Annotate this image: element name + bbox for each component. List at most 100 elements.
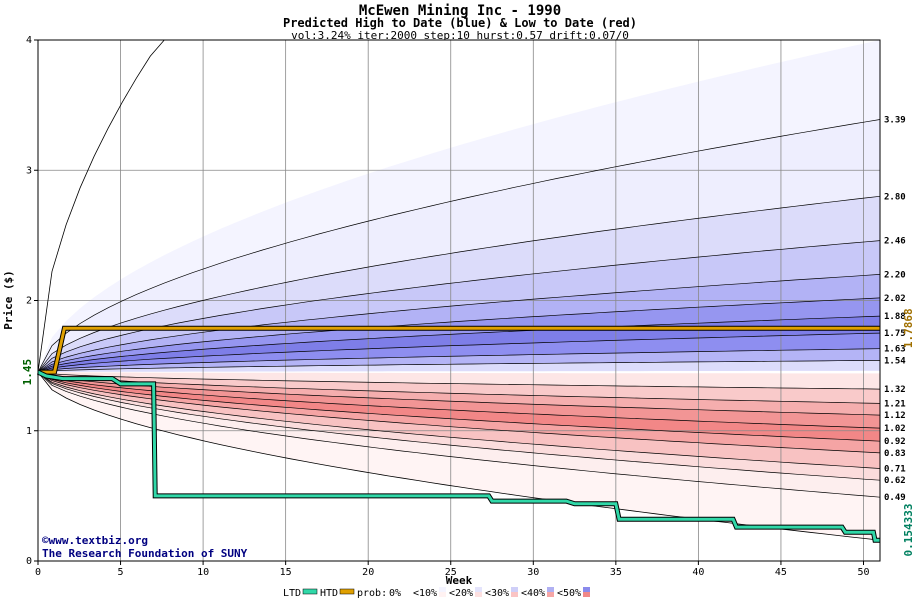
quantile-line-upper-2 (37, 240, 881, 373)
legend-bin-label-3: <30% (485, 588, 509, 599)
y-axis-title: Price ($) (2, 270, 15, 330)
band-lower-outer (38, 372, 880, 541)
legend-bin-swatch-red-1 (439, 592, 446, 597)
right-quantile-label-5: 1.88 (884, 312, 906, 322)
legend-bin-label-0: 0% (389, 588, 401, 599)
quantile-line-lower-3 (37, 371, 881, 429)
quantile-line-lower-5 (37, 371, 881, 454)
legend-bin-swatch-blue-3 (511, 587, 518, 592)
quantile-line-upper-4 (37, 297, 881, 373)
right-quantile-label-14: 0.83 (884, 449, 906, 459)
x-tick-label-10: 10 (197, 567, 209, 578)
band-upper-2 (38, 240, 880, 373)
quantile-line-upper-3 (37, 274, 881, 373)
right-quantile-label-4: 2.02 (884, 294, 906, 304)
legend-bin-label-5: <50% (557, 588, 581, 599)
band-upper-1 (38, 196, 880, 373)
band-upper-outer (38, 40, 880, 373)
x-tick-label-50: 50 (857, 567, 869, 578)
x-tick-label-30: 30 (527, 567, 539, 578)
legend-bin-swatch-blue-0 (403, 587, 410, 592)
band-lower-6 (38, 372, 880, 469)
quantile-line-upper-5 (37, 315, 881, 373)
band-lower-3 (38, 372, 880, 429)
quantile-line-lower-7 (37, 371, 881, 481)
envelope-line-lower (37, 371, 881, 541)
x-tick-label-35: 35 (610, 567, 622, 578)
right-quantile-label-15: 0.71 (884, 465, 906, 475)
y-tick-label-3: 3 (26, 165, 32, 176)
credit-org: The Research Foundation of SUNY (42, 547, 248, 560)
legend-bin-swatch-red-0 (403, 592, 410, 597)
x-tick-label-5: 5 (118, 567, 124, 578)
quantile-line-lower-8 (37, 371, 881, 498)
quantile-line-lower-0 (37, 371, 881, 390)
quantile-line-upper-0 (37, 119, 881, 373)
legend-bin-swatch-red-2 (475, 592, 482, 597)
band-upper-8 (38, 360, 880, 373)
x-tick-label-25: 25 (445, 567, 457, 578)
band-upper-7 (38, 348, 880, 373)
right-quantile-label-8: 1.54 (884, 356, 906, 366)
y-tick-label-4: 4 (26, 35, 32, 46)
y-tick-label-0: 0 (26, 556, 32, 567)
start-price-label: 1.45 (21, 359, 34, 386)
ltd-line (37, 370, 880, 542)
htd-line (38, 326, 880, 374)
quantile-line-lower-6 (37, 371, 881, 469)
quantile-line-lower-1 (37, 371, 881, 404)
right-quantile-label-0: 3.39 (884, 115, 906, 125)
current-price-label: 1.7868 (902, 308, 915, 348)
right-quantile-label-6: 1.75 (884, 329, 906, 339)
legend-bin-label-2: <20% (449, 588, 473, 599)
legend-bin-swatch-blue-4 (547, 587, 554, 592)
y-tick-label-2: 2 (26, 296, 32, 307)
band-lower-1 (38, 372, 880, 404)
quantile-line-lower-4 (37, 371, 881, 442)
y-tick-label-1: 1 (26, 426, 32, 437)
legend-ltd-swatch (302, 588, 318, 595)
right-quantile-label-1: 2.80 (884, 192, 906, 202)
x-axis-title: Week (446, 574, 473, 587)
band-lower-8 (38, 372, 880, 498)
band-upper-3 (38, 274, 880, 373)
x-tick-label-20: 20 (362, 567, 374, 578)
legend-bin-swatch-red-5 (583, 592, 590, 597)
chart-title: McEwen Mining Inc - 1990 (358, 3, 562, 19)
right-quantile-label-17: 0.49 (884, 493, 906, 503)
x-tick-label-45: 45 (775, 567, 787, 578)
band-lower-0 (38, 372, 880, 390)
band-upper-0 (38, 119, 880, 373)
right-quantile-label-10: 1.21 (884, 399, 906, 409)
quantile-line-lower-2 (37, 371, 881, 416)
x-tick-label-15: 15 (280, 567, 292, 578)
right-quantile-label-12: 1.02 (884, 424, 906, 434)
quantile-line-upper-8 (37, 360, 881, 373)
right-quantile-label-11: 1.12 (884, 411, 906, 421)
legend-bin-swatch-blue-5 (583, 587, 590, 592)
legend-bin-swatch-blue-2 (475, 587, 482, 592)
legend-bin-label-4: <40% (521, 588, 545, 599)
band-upper-4 (38, 297, 880, 373)
legend-bin-swatch-red-4 (547, 592, 554, 597)
min-ltd-label: 0.154333 (902, 504, 915, 557)
chart-subtitle: Predicted High to Date (blue) & Low to D… (282, 16, 637, 30)
right-quantile-label-9: 1.32 (884, 385, 906, 395)
legend-htd-swatch (339, 588, 355, 595)
x-tick-label-40: 40 (692, 567, 704, 578)
right-quantile-label-7: 1.63 (884, 345, 906, 355)
band-lower-4 (38, 372, 880, 442)
credit-url[interactable]: ©www.textbiz.org (42, 534, 148, 547)
legend-bin-swatch-red-3 (511, 592, 518, 597)
right-quantile-label-16: 0.62 (884, 476, 906, 486)
band-upper-6 (38, 333, 880, 373)
chart-params: vol:3.24% iter:2000 step:10 hurst:0.57 d… (291, 29, 629, 42)
right-quantile-label-2: 2.46 (884, 237, 906, 247)
x-tick-label-0: 0 (35, 567, 41, 578)
quantile-line-upper-7 (37, 348, 881, 373)
band-lower-7 (38, 372, 880, 481)
quantile-line-upper-6 (37, 332, 881, 373)
right-quantile-label-3: 2.20 (884, 270, 906, 280)
band-lower-5 (38, 372, 880, 453)
